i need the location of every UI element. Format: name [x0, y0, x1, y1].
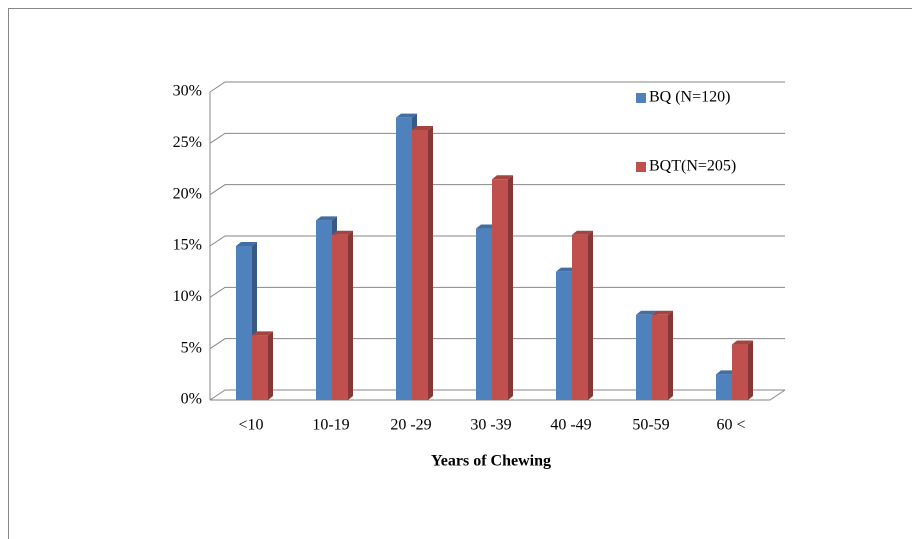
- bar-front: [332, 234, 348, 400]
- x-tick-label: 30 -39: [470, 417, 511, 434]
- bar-top: [716, 370, 737, 375]
- bar-side: [428, 125, 433, 400]
- bar: [492, 175, 513, 400]
- y-tick-label: 15%: [173, 237, 202, 254]
- bar-side: [668, 310, 673, 400]
- bar: [252, 331, 273, 400]
- bar-side: [748, 340, 753, 400]
- bar-top: [236, 242, 257, 246]
- grid-line: [209, 184, 785, 196]
- grid-line: [209, 132, 785, 144]
- bar: [412, 125, 433, 400]
- bar-top: [732, 340, 753, 345]
- bar: [572, 230, 593, 400]
- bar-front: [492, 179, 508, 400]
- bar: [332, 230, 353, 400]
- bar-side: [508, 175, 513, 400]
- bar-front: [556, 271, 572, 400]
- legend-swatch: [636, 93, 646, 103]
- x-axis-title: Years of Chewing: [431, 453, 551, 470]
- x-tick-label: 60 <: [716, 417, 745, 434]
- y-tick-label: 25%: [173, 134, 202, 151]
- bar-side: [588, 230, 593, 400]
- x-tick-label: 10-19: [312, 417, 349, 434]
- bar-top: [636, 310, 657, 315]
- legend-label: BQT(N=205): [649, 158, 736, 175]
- bar-front: [396, 117, 412, 401]
- bar-front: [236, 246, 252, 400]
- grid-line: [209, 338, 785, 350]
- bar-front: [412, 129, 428, 400]
- grid-line: [209, 286, 785, 298]
- grid-line: [209, 235, 785, 247]
- bar-top: [412, 125, 433, 130]
- bar: [732, 340, 753, 400]
- y-tick-label: 30%: [173, 83, 202, 100]
- bar-front: [652, 314, 668, 400]
- bar-front: [716, 374, 732, 400]
- bar-front: [316, 220, 332, 400]
- bar-front: [476, 228, 492, 400]
- bar-top: [476, 224, 497, 229]
- bar-top: [316, 216, 337, 221]
- bar-top: [332, 230, 353, 235]
- bar-front: [572, 234, 588, 400]
- grid-line: [209, 389, 785, 401]
- bar-side: [348, 230, 353, 400]
- y-tick-label: 10%: [173, 288, 202, 305]
- x-tick-label: 50-59: [632, 417, 669, 434]
- bar: [652, 310, 673, 400]
- chart-frame: [8, 8, 912, 539]
- y-tick-label: 5%: [181, 339, 202, 356]
- bar-top: [556, 267, 577, 272]
- legend-swatch: [636, 162, 646, 172]
- bar-top: [252, 331, 273, 336]
- x-tick-label: 20 -29: [390, 417, 431, 434]
- x-tick-label: 40 -49: [550, 417, 591, 434]
- bar-front: [732, 344, 748, 400]
- bar-top: [572, 230, 593, 235]
- bar-top: [396, 113, 417, 118]
- legend-label: BQ (N=120): [649, 89, 730, 106]
- grid-line: [209, 81, 785, 93]
- bar-front: [252, 335, 268, 400]
- x-tick-label: <10: [238, 417, 263, 434]
- y-tick-label: 0%: [181, 391, 202, 408]
- bar-front: [636, 314, 652, 400]
- bar-top: [652, 310, 673, 315]
- bar-side: [268, 331, 273, 400]
- y-tick-label: 20%: [173, 185, 202, 202]
- bar-top: [492, 175, 513, 180]
